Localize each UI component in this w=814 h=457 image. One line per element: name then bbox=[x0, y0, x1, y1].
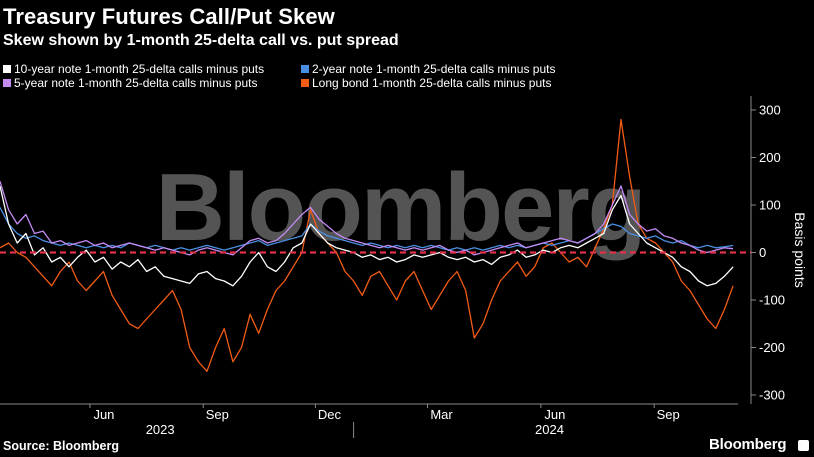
y-tick-label: -100 bbox=[759, 293, 785, 308]
legend-label-2-year: 2-year note 1-month 25-delta calls minus… bbox=[312, 62, 556, 76]
x-tick-label: Jun bbox=[93, 407, 114, 422]
y-tick-label: -300 bbox=[759, 388, 785, 403]
legend-label-10-year: 10-year note 1-month 25-delta calls minu… bbox=[14, 62, 265, 76]
brand-badge-icon bbox=[798, 440, 809, 451]
y-axis-label: Basis points bbox=[792, 212, 808, 287]
legend-label-long-bond: Long bond 1-month 25-delta calls minus p… bbox=[312, 76, 552, 90]
series-line-2 bbox=[0, 181, 734, 256]
legend-swatch-10-year bbox=[3, 65, 11, 73]
axes-layer: 300 200 100 0 -100 -200 -300 Jun Sep Dec Mar Jun Sep… bbox=[0, 96, 785, 438]
y-tick-label: -200 bbox=[759, 340, 785, 355]
chart-subtitle: Skew shown by 1-month 25-delta call vs. … bbox=[3, 32, 399, 49]
chart-title: Treasury Futures Call/Put Skew bbox=[3, 4, 335, 29]
x-year-label: 2023 bbox=[146, 422, 175, 437]
x-tick-label: Sep bbox=[206, 407, 229, 422]
legend-swatch-long-bond bbox=[301, 79, 309, 87]
x-tick-label: Sep bbox=[657, 407, 680, 422]
legend-item-10-year: 10-year note 1-month 25-delta calls minu… bbox=[3, 62, 301, 76]
brand-logo: Bloomberg bbox=[709, 436, 787, 453]
legend-label-5-year: 5-year note 1-month 25-delta calls minus… bbox=[14, 76, 258, 90]
y-tick-label: 200 bbox=[759, 150, 781, 165]
legend-swatch-5-year bbox=[3, 79, 11, 87]
x-tick-label: Dec bbox=[318, 407, 342, 422]
legend-item-2-year: 2-year note 1-month 25-delta calls minus… bbox=[301, 62, 555, 76]
x-tick-label: Jun bbox=[544, 407, 565, 422]
x-year-label: 2024 bbox=[535, 422, 564, 437]
legend: 10-year note 1-month 25-delta calls minu… bbox=[3, 62, 555, 90]
y-tick-label: 300 bbox=[759, 103, 781, 118]
x-tick-label: Mar bbox=[430, 407, 453, 422]
y-tick-label: 0 bbox=[759, 245, 766, 260]
legend-swatch-2-year bbox=[301, 65, 309, 73]
legend-item-long-bond: Long bond 1-month 25-delta calls minus p… bbox=[301, 76, 551, 90]
legend-item-5-year: 5-year note 1-month 25-delta calls minus… bbox=[3, 76, 301, 90]
series-layer bbox=[0, 118, 734, 372]
y-tick-label: 100 bbox=[759, 198, 781, 213]
source-note: Source: Bloomberg bbox=[3, 439, 119, 453]
watermark-logo: Bloomberg bbox=[156, 154, 645, 261]
series-line-0 bbox=[0, 185, 734, 287]
